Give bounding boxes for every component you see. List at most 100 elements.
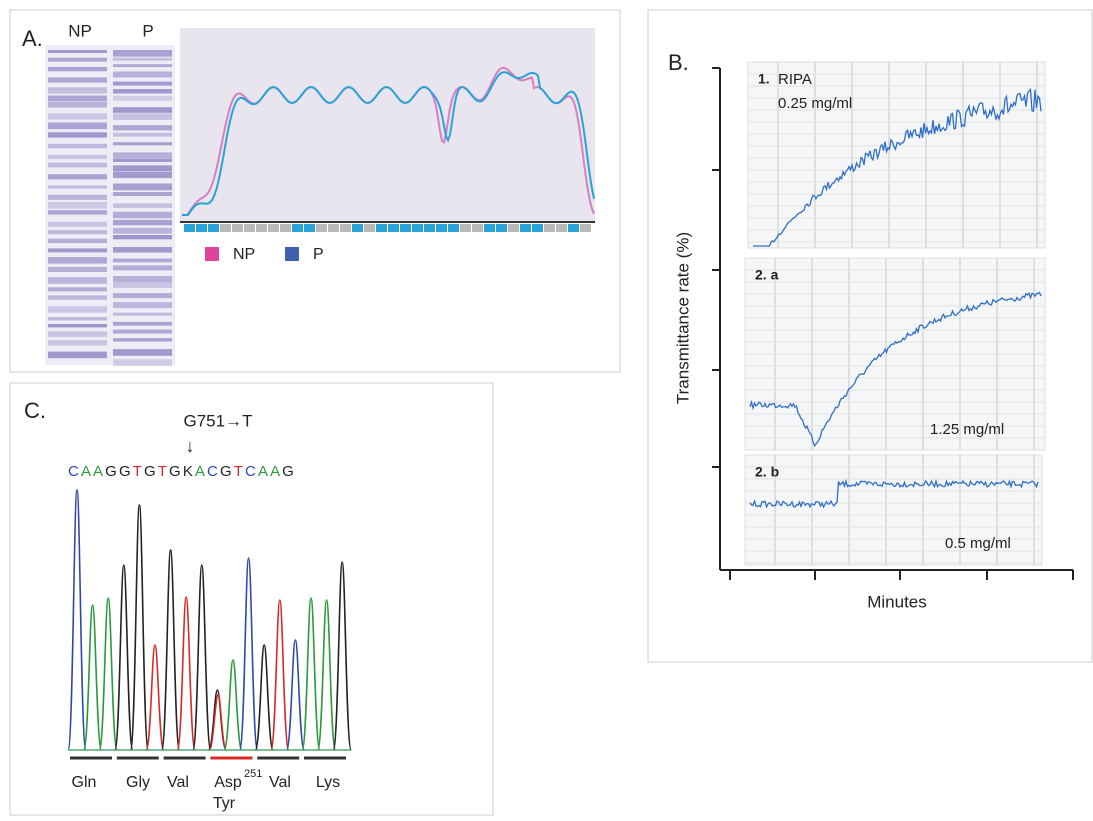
concentration: 1.25 mg/ml xyxy=(930,421,1004,438)
chromatogram-peak xyxy=(129,504,150,751)
chromatogram-peak xyxy=(98,597,118,751)
sequence: CAAGGTGTGKACGTCAAG xyxy=(68,463,296,480)
lane-marker xyxy=(424,224,435,232)
gel-band xyxy=(113,265,172,271)
gel-band xyxy=(48,340,107,346)
lane-marker xyxy=(568,224,579,232)
gel-band xyxy=(48,248,107,253)
chromatogram-peak xyxy=(114,564,134,751)
lane-marker xyxy=(508,224,519,232)
base: C xyxy=(245,463,258,480)
recording-trace xyxy=(749,291,1042,448)
gel-band xyxy=(113,211,172,219)
gel-band xyxy=(113,338,172,342)
base: G xyxy=(169,463,183,480)
legend-swatch xyxy=(205,247,219,261)
gel-band xyxy=(48,257,107,264)
gel-band xyxy=(48,57,107,62)
chromatogram-peak xyxy=(238,557,259,751)
gel-band xyxy=(48,317,107,321)
codon-label: Gly xyxy=(126,774,150,791)
lane-marker xyxy=(448,224,459,232)
gel-band xyxy=(48,66,107,72)
lane-marker xyxy=(232,224,243,232)
lane-marker xyxy=(208,224,219,232)
panel-label: A. xyxy=(22,26,43,51)
lane-marker xyxy=(292,224,303,232)
base: A xyxy=(270,463,282,480)
lane-marker xyxy=(472,224,483,232)
gel-band xyxy=(48,101,107,108)
gel-band xyxy=(48,87,107,94)
gel-band xyxy=(113,247,172,253)
legend-swatch xyxy=(285,247,299,261)
base: A xyxy=(93,463,105,480)
codon-label: Asp xyxy=(214,774,242,791)
substitution: Tyr xyxy=(213,795,236,812)
gel-band xyxy=(113,329,172,334)
concentration: 0.5 mg/ml xyxy=(945,535,1011,552)
base: G xyxy=(220,463,234,480)
chromatogram-peak xyxy=(145,644,165,751)
gel-band xyxy=(48,201,107,209)
gel-band xyxy=(48,351,107,359)
recording-trace xyxy=(753,87,1042,247)
gel-band xyxy=(113,302,172,309)
mutation-label: G751→T xyxy=(184,411,253,430)
gel-band xyxy=(113,293,172,299)
gel-band xyxy=(113,71,172,78)
trace-label: 2. b xyxy=(755,464,779,480)
gel-band xyxy=(48,194,107,200)
lane-marker xyxy=(580,224,591,232)
base: A xyxy=(195,463,207,480)
gel-band xyxy=(113,171,172,179)
gel-band xyxy=(113,321,172,326)
gel-band xyxy=(48,331,107,337)
gel-band xyxy=(113,312,172,316)
base: G xyxy=(119,463,133,480)
lane-marker xyxy=(556,224,567,232)
lane-label: P xyxy=(142,21,153,40)
lane-marker xyxy=(544,224,555,232)
base: T xyxy=(234,463,245,480)
lane-marker xyxy=(364,224,375,232)
panel-c-frame xyxy=(9,382,494,816)
concentration: 0.25 mg/ml xyxy=(778,95,852,112)
lane-marker xyxy=(256,224,267,232)
chromatogram-peak xyxy=(192,564,212,751)
gel-band xyxy=(48,277,107,284)
densitometry-plot xyxy=(180,28,595,222)
gel-band xyxy=(48,230,107,235)
gel-band xyxy=(113,89,172,94)
gel-band xyxy=(113,203,172,208)
recording-trace xyxy=(749,478,1039,509)
gel-band xyxy=(48,95,107,102)
gel-band xyxy=(113,158,172,162)
gel-band xyxy=(113,152,172,159)
lane-marker xyxy=(280,224,291,232)
chromatogram-peak xyxy=(316,599,337,751)
gel-band xyxy=(113,219,172,226)
chromatogram-peak xyxy=(82,604,103,751)
gel-band xyxy=(48,132,107,138)
gel-band xyxy=(113,235,172,240)
gel-band xyxy=(113,275,172,283)
base: G xyxy=(144,463,158,480)
gel-band xyxy=(113,95,172,101)
gel-band xyxy=(48,238,107,244)
legend-label: P xyxy=(313,246,324,263)
chart-recording xyxy=(744,454,1043,566)
gel-band xyxy=(113,125,172,131)
chromatogram-peak xyxy=(254,644,274,751)
base: A xyxy=(258,463,270,480)
lane-marker xyxy=(220,224,231,232)
gel-band xyxy=(48,77,107,83)
trace-label: 2. a xyxy=(755,267,779,283)
codon-label: Val xyxy=(167,774,189,791)
gel-band xyxy=(48,266,107,273)
lane-marker xyxy=(184,224,195,232)
panel-label: C. xyxy=(24,398,46,423)
panel-b-frame xyxy=(647,9,1093,663)
trace-sublabel: RIPA xyxy=(778,71,812,88)
base: T xyxy=(158,463,169,480)
